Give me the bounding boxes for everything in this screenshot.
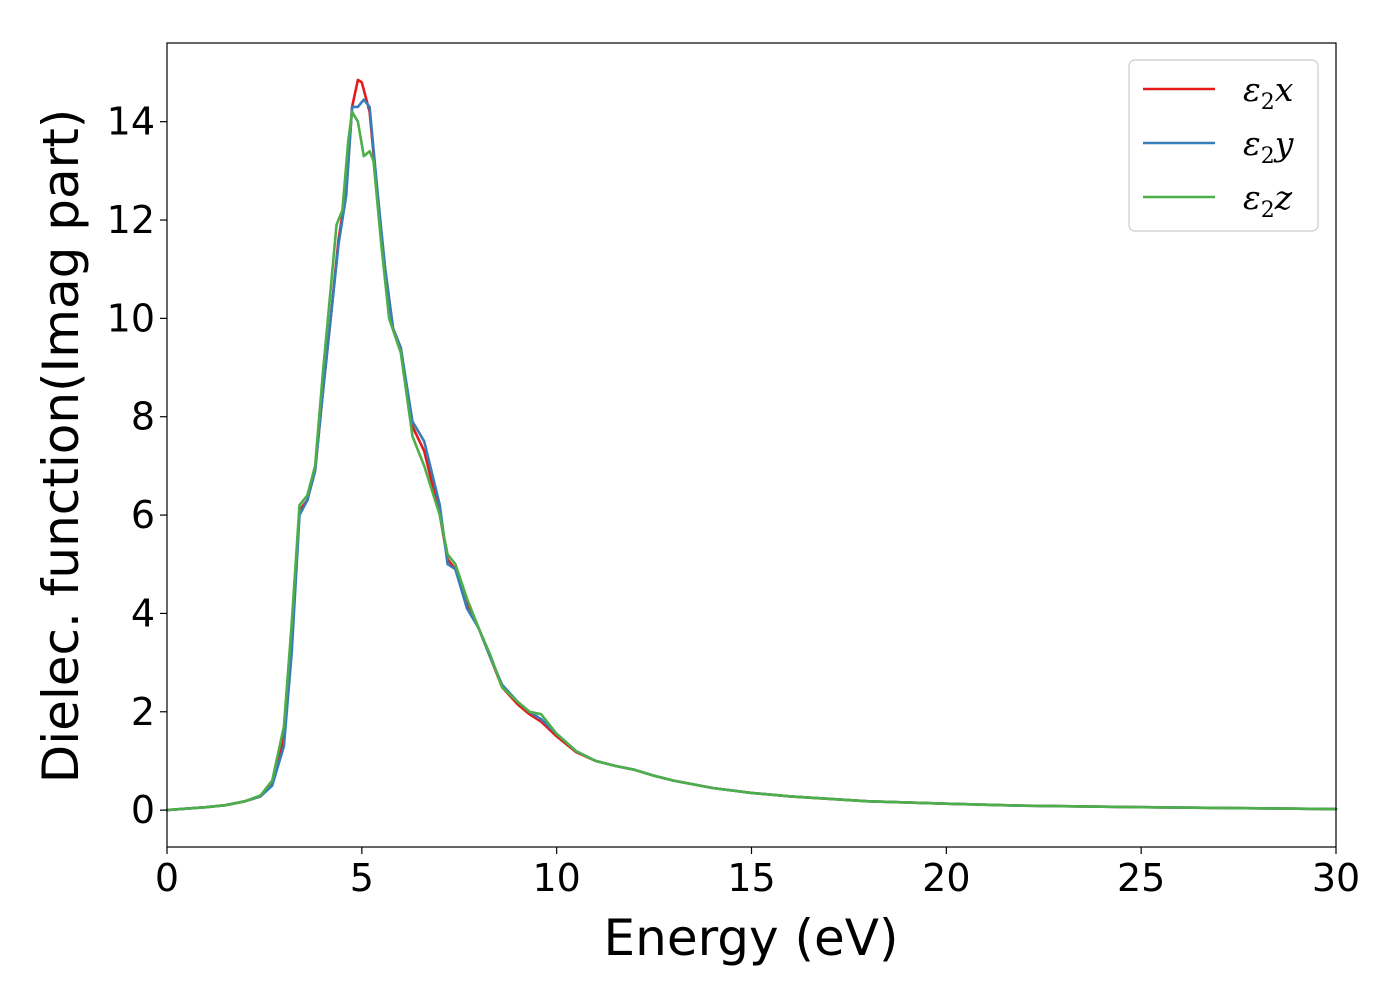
x-tick-label: 10: [532, 856, 580, 900]
y-tick-label: 10: [107, 296, 155, 340]
plot-lines: [165, 78, 1338, 812]
y-tick-label: 4: [131, 591, 155, 635]
x-axis-label: Energy (eV): [604, 909, 899, 967]
y-tick-label: 6: [131, 493, 155, 537]
legend-label-z: ε2z: [1243, 178, 1293, 223]
x-tick-label: 0: [155, 856, 179, 900]
x-tick-label: 30: [1312, 856, 1360, 900]
y-tick-label: 0: [131, 788, 155, 832]
x-tick-label: 20: [922, 856, 970, 900]
series-line-z: [165, 110, 1338, 812]
legend-box: [1128, 59, 1319, 232]
y-tick-label: 2: [131, 690, 155, 734]
x-tick-label: 15: [727, 856, 775, 900]
legend-label-y: ε2y: [1243, 124, 1294, 169]
y-tick-label: 14: [107, 100, 155, 144]
axes: 0 5 10 15 20 25 30 0 2 4 6 8 10 12 14: [107, 42, 1360, 900]
x-tick-label: 5: [350, 856, 374, 900]
x-tick-label: 25: [1117, 856, 1165, 900]
y-tick-label: 8: [131, 395, 155, 439]
legend-label-x: ε2x: [1243, 70, 1294, 115]
y-tick-label: 12: [107, 198, 155, 242]
y-axis-label: Dielec. function(Imag part): [32, 109, 90, 784]
legend: ε2x ε2y ε2z: [1128, 59, 1319, 232]
